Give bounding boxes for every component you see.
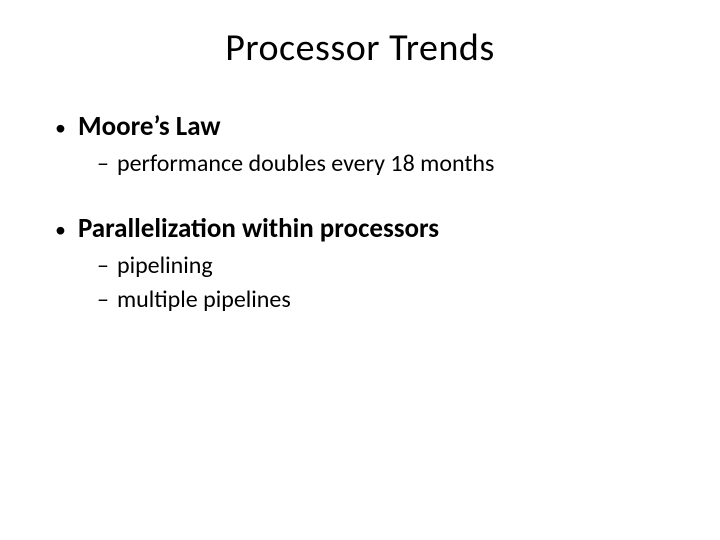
sub-item: – pipelining: [55, 250, 665, 281]
slide-content: • Moore’s Law – performance doubles ever…: [55, 109, 665, 315]
dash-marker: –: [97, 284, 109, 315]
sub-item: – performance doubles every 18 months: [55, 148, 665, 179]
dash-marker: –: [97, 148, 109, 179]
slide-container: Processor Trends • Moore’s Law – perform…: [0, 0, 720, 540]
sub-text: performance doubles every 18 months: [117, 148, 494, 179]
dash-marker: –: [97, 250, 109, 281]
bullet-item: • Moore’s Law: [55, 109, 665, 144]
bullet-text: Parallelization within processors: [78, 211, 439, 246]
bullet-group: • Moore’s Law – performance doubles ever…: [55, 109, 665, 179]
sub-text: pipelining: [117, 250, 213, 281]
bullet-marker: •: [55, 114, 66, 143]
sub-item: – multiple pipelines: [55, 284, 665, 315]
bullet-item: • Parallelization within processors: [55, 211, 665, 246]
slide-title: Processor Trends: [55, 25, 665, 71]
bullet-marker: •: [55, 216, 66, 245]
bullet-group: • Parallelization within processors – pi…: [55, 211, 665, 314]
sub-text: multiple pipelines: [117, 284, 291, 315]
bullet-text: Moore’s Law: [78, 109, 221, 144]
